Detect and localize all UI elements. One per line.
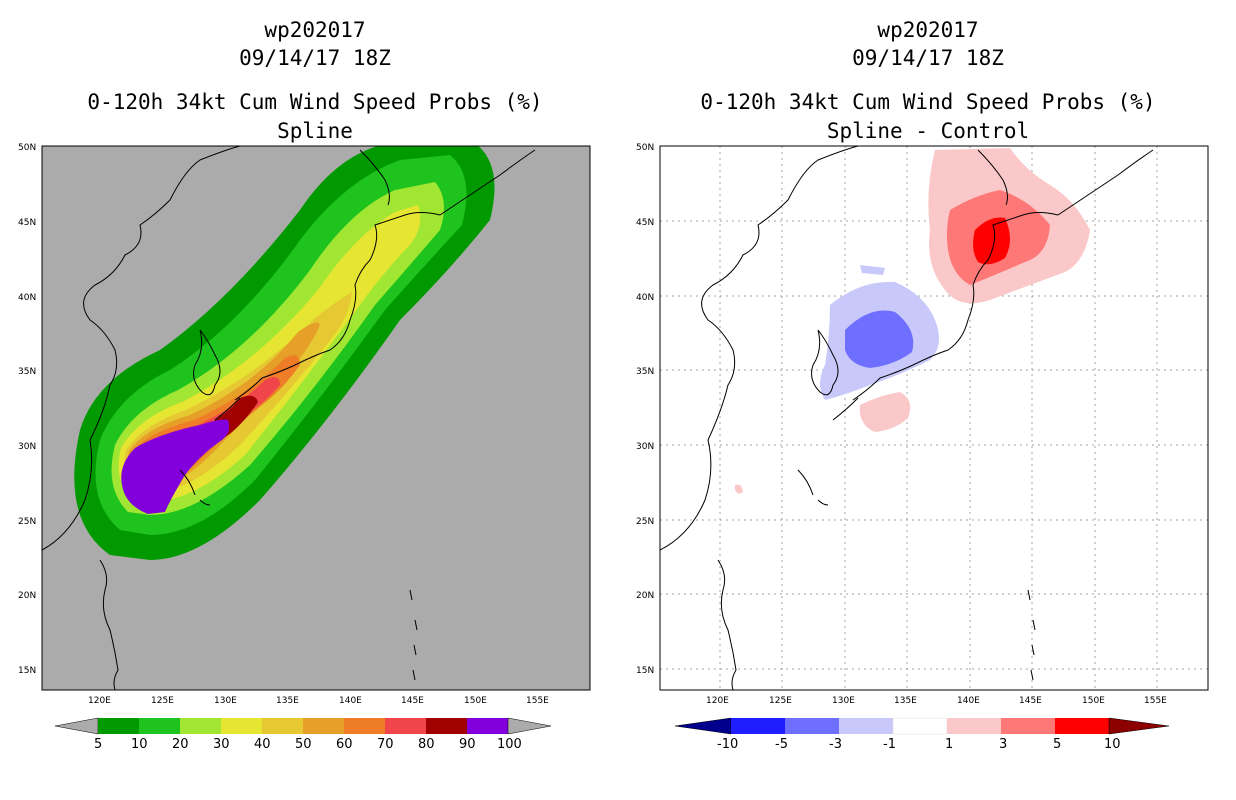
left-colorbar-label: 20 — [172, 737, 189, 752]
right-colorbar-label: -1 — [883, 737, 896, 752]
right-ytick: 30N — [636, 442, 654, 452]
right-colorbar-bin — [1055, 718, 1109, 734]
right-ytick: 45N — [636, 218, 654, 228]
right-colorbar-high-arrow — [1108, 717, 1170, 735]
left-title-method: Spline — [277, 119, 353, 143]
left-colorbar-label: 30 — [213, 737, 230, 752]
left-ytick: 25N — [18, 517, 36, 527]
left-xtick: 130E — [214, 696, 237, 706]
right-colorbar — [674, 717, 1170, 735]
left-title-storm: wp202017 — [264, 18, 366, 42]
right-difference-field — [735, 148, 1090, 494]
left-colorbar-high-arrow — [507, 717, 552, 735]
left-colorbar-bin — [221, 718, 262, 734]
left-colorbar-label: 5 — [94, 737, 103, 752]
left-colorbar — [55, 717, 552, 735]
left-colorbar-bin — [467, 718, 508, 734]
left-colorbar-bin — [303, 718, 344, 734]
left-xtick: 145E — [401, 696, 424, 706]
right-title-product: 0-120h 34kt Cum Wind Speed Probs (%) — [700, 90, 1156, 114]
left-ytick: 45N — [18, 218, 36, 228]
left-x-ticks: 120E 125E 130E 135E 140E 145E 150E 155E — [88, 696, 549, 706]
right-title-date: 09/14/17 18Z — [852, 46, 1004, 70]
left-colorbar-label: 50 — [295, 737, 312, 752]
right-colorbar-low-arrow — [674, 717, 732, 735]
right-colorbar-bin — [1001, 718, 1055, 734]
right-ytick: 25N — [636, 517, 654, 527]
left-ytick: 15N — [18, 666, 36, 676]
left-ytick: 40N — [18, 293, 36, 303]
right-xtick: 155E — [1144, 696, 1167, 706]
right-colorbar-bin — [731, 718, 785, 734]
left-ytick: 20N — [18, 591, 36, 601]
left-colorbar-label: 90 — [459, 737, 476, 752]
left-colorbar-bin — [344, 718, 385, 734]
right-xtick: 130E — [832, 696, 855, 706]
right-ytick: 20N — [636, 591, 654, 601]
left-coastlines — [42, 146, 536, 690]
left-colorbar-bin — [426, 718, 467, 734]
right-colorbar-bin — [892, 717, 948, 735]
left-xtick: 120E — [88, 696, 111, 706]
left-xtick: 125E — [151, 696, 174, 706]
right-xtick: 150E — [1082, 696, 1105, 706]
right-colorbar-label: 5 — [1053, 737, 1062, 752]
left-y-ticks: 15N 20N 25N 30N 35N 40N 45N 50N — [18, 143, 36, 676]
right-title-method: Spline - Control — [826, 119, 1030, 143]
right-xtick: 145E — [1019, 696, 1042, 706]
right-xtick: 135E — [894, 696, 917, 706]
left-ytick: 35N — [18, 367, 36, 377]
right-colorbar-label: 3 — [999, 737, 1008, 752]
left-colorbar-bin — [139, 718, 180, 734]
left-xtick: 155E — [526, 696, 549, 706]
right-colorbar-label: 10 — [1104, 737, 1121, 752]
right-ytick: 35N — [636, 367, 654, 377]
right-colorbar-label: -5 — [775, 737, 788, 752]
left-probability-swath — [74, 146, 495, 560]
right-xtick: 140E — [957, 696, 980, 706]
right-xtick: 125E — [769, 696, 792, 706]
left-colorbar-bin — [262, 718, 303, 734]
right-x-ticks: 120E 125E 130E 135E 140E 145E 150E 155E — [706, 696, 1167, 706]
left-colorbar-label: 60 — [336, 737, 353, 752]
right-colorbar-label: 1 — [945, 737, 954, 752]
left-probability-map: 120E 125E 130E 135E 140E 145E 150E 155E … — [18, 143, 591, 706]
left-colorbar-bin — [98, 718, 139, 734]
right-ytick: 15N — [636, 666, 654, 676]
left-xtick: 135E — [276, 696, 299, 706]
left-ytick: 50N — [18, 143, 36, 153]
right-colorbar-label: -10 — [717, 737, 739, 752]
left-colorbar-low-arrow — [55, 717, 99, 735]
left-colorbar-label: 40 — [254, 737, 271, 752]
right-ytick: 50N — [636, 143, 654, 153]
right-xtick: 120E — [706, 696, 729, 706]
left-ytick: 30N — [18, 442, 36, 452]
left-title-product: 0-120h 34kt Cum Wind Speed Probs (%) — [87, 90, 543, 114]
right-ytick: 40N — [636, 293, 654, 303]
left-colorbar-label: 70 — [377, 737, 394, 752]
right-colorbar-bin — [947, 718, 1001, 734]
right-y-ticks: 15N 20N 25N 30N 35N 40N 45N 50N — [636, 143, 654, 676]
left-xtick: 140E — [339, 696, 362, 706]
right-coastlines — [660, 146, 1154, 690]
right-difference-map: 120E 125E 130E 135E 140E 145E 150E 155E … — [636, 143, 1209, 706]
left-colorbar-label: 100 — [497, 737, 522, 752]
right-title-storm: wp202017 — [877, 18, 979, 42]
left-xtick: 150E — [464, 696, 487, 706]
left-colorbar-bin — [180, 718, 221, 734]
right-colorbar-bin — [785, 718, 839, 734]
left-title-date: 09/14/17 18Z — [239, 46, 391, 70]
left-colorbar-bin — [385, 718, 426, 734]
left-colorbar-label: 10 — [131, 737, 148, 752]
right-colorbar-label: -3 — [829, 737, 842, 752]
left-colorbar-label: 80 — [418, 737, 435, 752]
right-colorbar-bin — [839, 718, 893, 734]
